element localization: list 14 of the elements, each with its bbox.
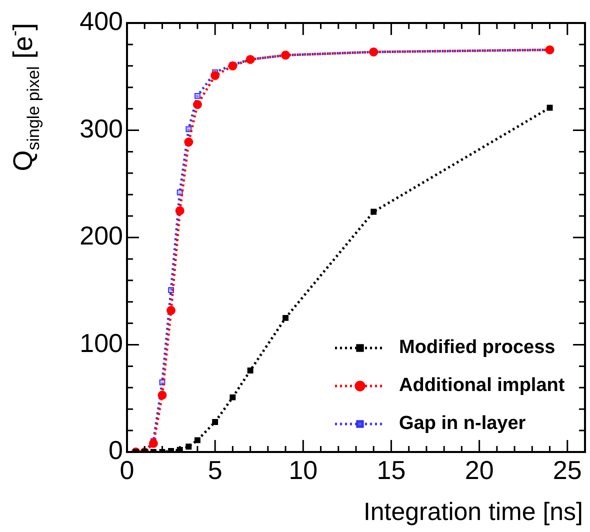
y-tick-label: 400 (80, 6, 123, 36)
y-tick-label: 100 (80, 328, 123, 358)
x-tick-label: 10 (288, 454, 318, 485)
x-axis-title: Integration time [ns] (363, 498, 584, 526)
y-tick-label: 200 (80, 220, 123, 251)
y-axis-title: Qsingle pixel [e-] (4, 22, 43, 172)
y-tick-label: 300 (80, 113, 123, 144)
x-tick-label: 20 (464, 454, 494, 485)
x-tick-label: 25 (552, 454, 582, 485)
x-tick-label: 15 (376, 454, 406, 485)
legend-label: Modified process (399, 337, 556, 358)
legend-label: Gap in n-layer (399, 413, 526, 434)
x-tick-label: 5 (208, 454, 222, 485)
legend-label: Additional implant (399, 375, 566, 396)
